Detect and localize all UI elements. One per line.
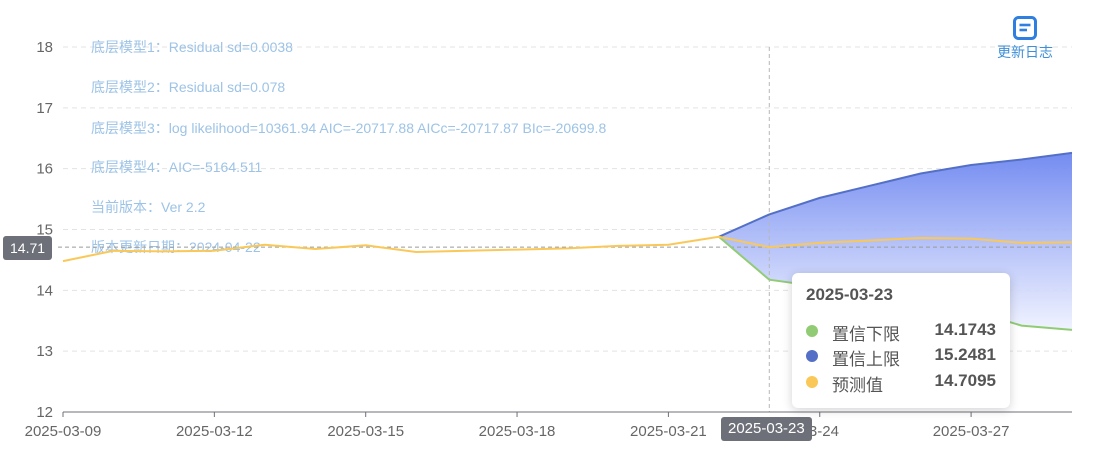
x-tick-label: 2025-03-18 <box>479 423 556 440</box>
legend-dot-lower <box>806 325 818 337</box>
y-tick-label: 13 <box>36 343 53 360</box>
tooltip-row-name: 置信上限 <box>832 350 900 369</box>
model-notes: 底层模型1：Residual sd=0.0038 底层模型2：Residual s… <box>91 39 606 255</box>
model-note: 底层模型3：log likelihood=10361.94 AIC=-20717… <box>91 120 606 136</box>
x-axis-ticks: 2025-03-09 2025-03-12 2025-03-15 2025-03-18… <box>25 412 1010 440</box>
model-note: 当前版本：Ver 2.2 <box>91 199 206 215</box>
x-tick-label: 2025-03-27 <box>933 423 1010 440</box>
y-axis-ticks: 12 13 14 15 16 17 18 <box>36 39 53 421</box>
crosshair-x-label: 2025-03-23 <box>721 417 812 441</box>
chart-tooltip: 2025-03-23 置信下限 14.1743 置信上限 15.2481 预测值… <box>792 273 1010 408</box>
tooltip-row-value: 15.2481 <box>934 345 996 364</box>
x-tick-label: 2025-03-15 <box>327 423 404 440</box>
tooltip-row-upper: 置信上限 15.2481 <box>806 344 996 369</box>
changelog-icon <box>1013 16 1037 40</box>
tooltip-title: 2025-03-23 <box>806 285 893 304</box>
tooltip-row-name: 置信下限 <box>832 325 900 344</box>
crosshair-y-label: 14.71 <box>3 236 53 260</box>
y-tick-label: 14 <box>36 282 53 299</box>
tooltip-row-value: 14.7095 <box>934 371 996 390</box>
legend-dot-pred <box>806 376 818 388</box>
y-tick-label: 17 <box>36 100 53 117</box>
series-line-predicted <box>62 235 1073 263</box>
y-tick-label: 16 <box>36 161 53 178</box>
tooltip-row-name: 预测值 <box>832 376 883 395</box>
legend-dot-upper <box>806 350 818 362</box>
x-tick-label: 2025-03-09 <box>25 423 102 440</box>
tooltip-row-lower: 置信下限 14.1743 <box>806 319 996 344</box>
x-tick-label: 2025-03-21 <box>630 423 707 440</box>
tooltip-row-value: 14.1743 <box>934 320 996 339</box>
model-note: 底层模型4：AIC=-5164.511 <box>91 159 263 175</box>
y-tick-label: 12 <box>36 404 53 421</box>
y-tick-label: 15 <box>36 222 53 239</box>
y-tick-label: 18 <box>36 39 53 56</box>
tooltip-row-pred: 预测值 14.7095 <box>806 370 996 395</box>
changelog-button[interactable]: 更新日志 <box>990 16 1060 62</box>
series-line-upper <box>718 151 1073 238</box>
model-note: 底层模型1：Residual sd=0.0038 <box>91 39 293 55</box>
model-note: 底层模型2：Residual sd=0.078 <box>91 79 285 95</box>
x-tick-label: 2025-03-12 <box>176 423 253 440</box>
changelog-label: 更新日志 <box>997 44 1053 60</box>
crosshair <box>58 47 1072 412</box>
